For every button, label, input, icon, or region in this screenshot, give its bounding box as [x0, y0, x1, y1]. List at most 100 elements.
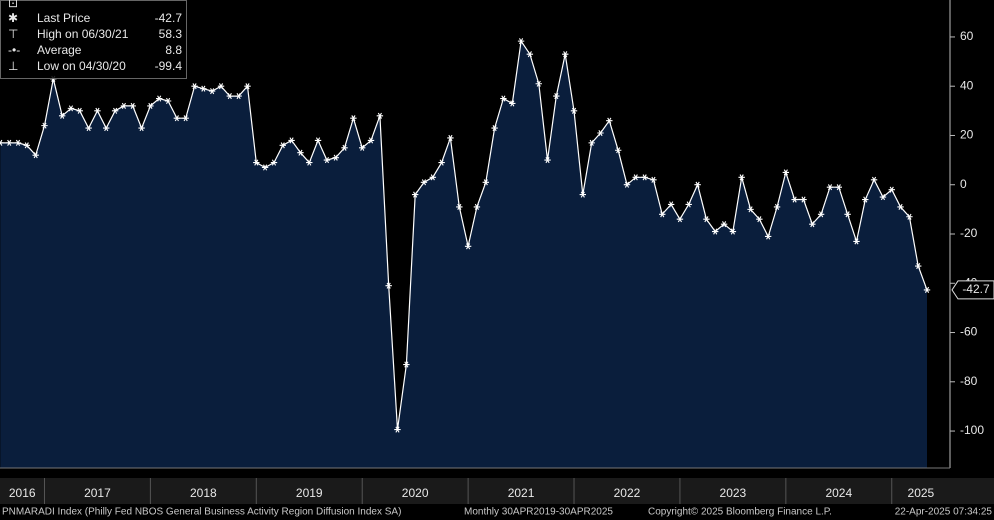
point — [809, 221, 816, 228]
point — [614, 147, 622, 154]
point — [359, 144, 366, 151]
y-tick-label: -60 — [960, 325, 978, 339]
legend-icon: -•- — [8, 43, 20, 57]
x-tick-label: 2025 — [908, 486, 935, 500]
legend-label: Average — [37, 43, 82, 57]
point — [447, 134, 454, 141]
last-value-box — [951, 280, 994, 300]
x-tick-label: 2016 — [9, 486, 36, 500]
point — [182, 115, 189, 122]
x-tick-label: 2023 — [720, 486, 747, 500]
legend-icon: ⊥ — [8, 59, 18, 73]
legend-value: -99.4 — [155, 59, 183, 73]
x-tick-label: 2022 — [614, 486, 641, 500]
point — [200, 85, 207, 92]
point — [314, 137, 322, 144]
point — [676, 216, 684, 223]
y-tick-label: 40 — [960, 78, 974, 92]
point — [376, 112, 384, 119]
point — [720, 221, 728, 228]
point — [923, 286, 931, 293]
y-tick-label: -80 — [960, 374, 978, 388]
point — [341, 144, 348, 151]
point — [879, 193, 887, 201]
x-tick-label: 2018 — [190, 486, 217, 500]
point — [659, 211, 666, 218]
point — [464, 243, 472, 250]
y-tick-label: 0 — [960, 177, 967, 191]
point — [870, 176, 878, 183]
point — [235, 93, 242, 100]
point — [270, 159, 278, 166]
point — [623, 181, 631, 188]
point — [67, 105, 75, 112]
legend-label: Low on 04/30/20 — [37, 59, 126, 73]
point — [367, 137, 375, 144]
x-axis: 2016 2017 2018 2019 2020 2021 2022 2023 2024 2025 — [9, 478, 935, 504]
point — [164, 97, 172, 105]
legend-value: 58.3 — [159, 27, 183, 41]
point — [738, 174, 745, 181]
x-tick-label: 2019 — [296, 486, 323, 500]
point — [394, 426, 401, 433]
point — [817, 211, 825, 218]
point — [491, 125, 498, 132]
point — [526, 51, 534, 58]
point — [253, 159, 260, 166]
point — [906, 213, 913, 220]
point — [579, 191, 587, 198]
legend-icon: ⊡ — [8, 0, 18, 10]
footer-description: PNMARADI Index (Philly Fed NBOS General … — [2, 507, 401, 518]
y-tick-label: -100 — [960, 423, 984, 437]
point — [191, 83, 198, 90]
point — [712, 228, 719, 235]
last-value-label: -42.7 — [962, 282, 990, 296]
point — [244, 83, 251, 90]
y-tick-label: 60 — [960, 29, 974, 43]
point — [456, 203, 463, 210]
point — [297, 149, 304, 156]
point — [473, 203, 481, 210]
point — [800, 196, 807, 203]
legend-value: 8.8 — [165, 43, 182, 57]
legend-icon: ⊤ — [8, 27, 18, 41]
legend-icon: ✱ — [8, 11, 18, 25]
point — [323, 157, 331, 164]
point — [862, 196, 869, 203]
point — [217, 83, 225, 90]
x-tick-label: 2024 — [825, 486, 852, 500]
point — [306, 159, 313, 166]
point — [844, 211, 851, 218]
point — [147, 102, 154, 109]
point — [703, 216, 710, 223]
legend-label: Last Price — [37, 11, 91, 25]
y-tick-label: 20 — [960, 128, 974, 142]
point — [685, 201, 692, 208]
legend-value: -42.7 — [155, 11, 183, 25]
point — [482, 179, 490, 186]
point — [120, 102, 128, 109]
point — [853, 238, 860, 245]
point — [103, 125, 110, 132]
point — [588, 139, 595, 146]
point — [632, 174, 639, 181]
point — [173, 115, 181, 122]
point — [76, 107, 83, 114]
point — [897, 203, 904, 210]
legend: ✱ ⊤ -•- ⊥ ⊡ Last Price -42.7 High on 06/30… — [0, 0, 187, 79]
point — [138, 125, 145, 132]
point — [782, 169, 790, 176]
point — [411, 191, 419, 198]
area — [0, 41, 928, 468]
footer-range: Monthly 30APR2019-30APR2025 — [464, 507, 613, 518]
point — [535, 80, 542, 87]
point — [835, 184, 842, 191]
point — [791, 196, 798, 203]
point — [403, 361, 410, 368]
footer-timestamp: 22-Apr-2025 07:34:25 — [895, 507, 993, 518]
footer-copyright: Copyright© 2025 Bloomberg Finance L.P. — [648, 507, 832, 518]
point — [85, 125, 92, 132]
point — [288, 137, 295, 144]
point — [385, 282, 392, 289]
